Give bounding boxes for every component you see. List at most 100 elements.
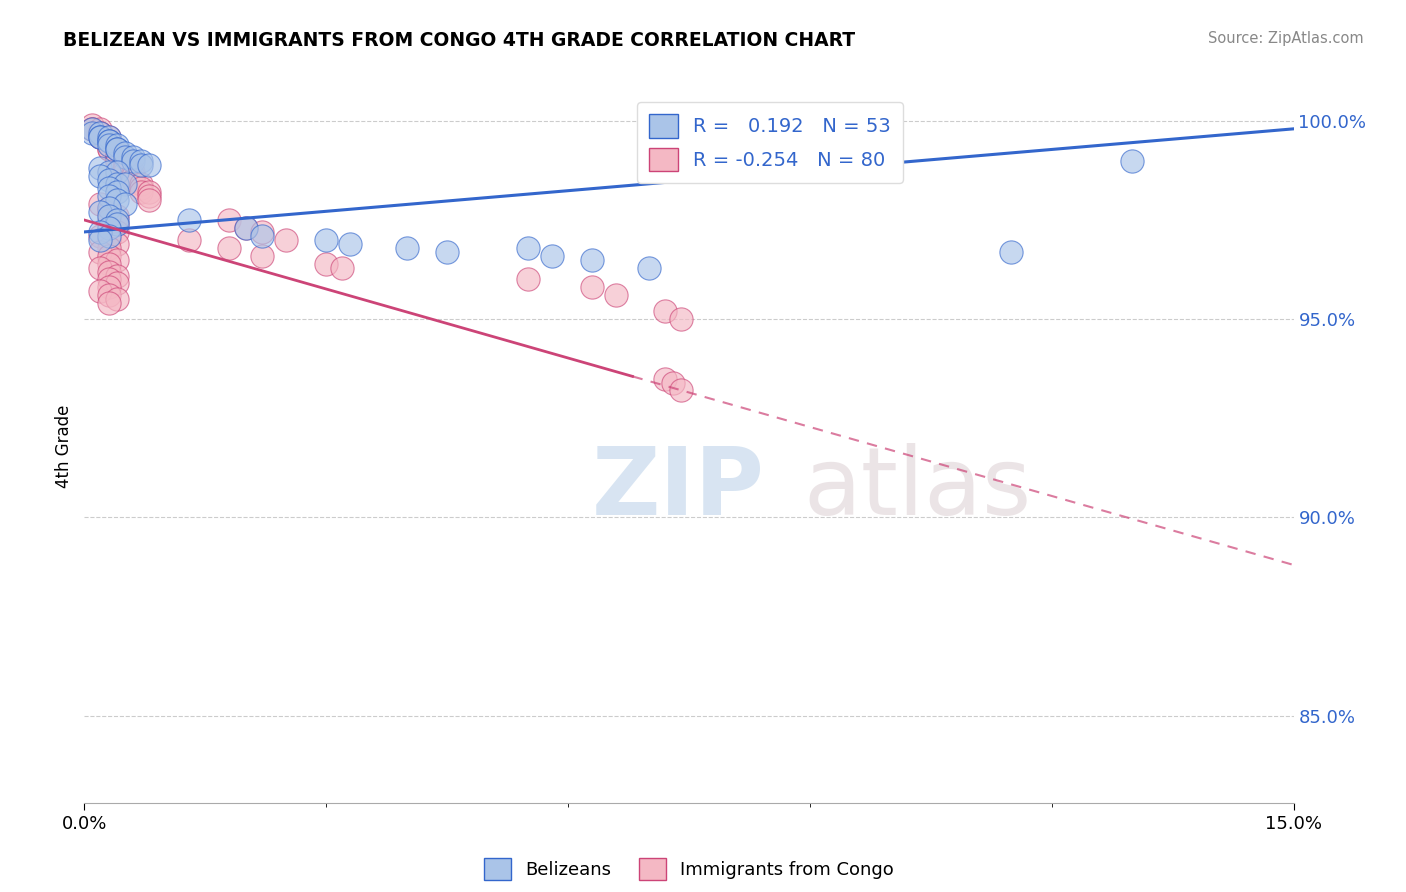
Text: BELIZEAN VS IMMIGRANTS FROM CONGO 4TH GRADE CORRELATION CHART: BELIZEAN VS IMMIGRANTS FROM CONGO 4TH GR…	[63, 31, 855, 50]
Point	[218, 241, 240, 255]
Point	[89, 225, 111, 239]
Point	[89, 129, 111, 144]
Point	[339, 236, 361, 251]
Point	[114, 165, 136, 179]
Point	[105, 178, 128, 192]
Point	[105, 252, 128, 267]
Point	[105, 153, 128, 168]
Point	[129, 178, 152, 192]
Point	[105, 153, 128, 168]
Point	[129, 153, 152, 168]
Point	[89, 169, 111, 184]
Point	[541, 249, 564, 263]
Point	[235, 221, 257, 235]
Point	[97, 241, 120, 255]
Point	[138, 189, 160, 203]
Point	[97, 209, 120, 223]
Point	[97, 165, 120, 179]
Point	[315, 257, 337, 271]
Point	[97, 129, 120, 144]
Point	[105, 268, 128, 283]
Point	[97, 201, 120, 215]
Point	[218, 213, 240, 227]
Point	[97, 249, 120, 263]
Y-axis label: 4th Grade: 4th Grade	[55, 404, 73, 488]
Point	[516, 241, 538, 255]
Point	[97, 280, 120, 294]
Point	[581, 252, 603, 267]
Point	[97, 134, 120, 148]
Point	[330, 260, 353, 275]
Point	[114, 157, 136, 171]
Point	[114, 178, 136, 192]
Point	[97, 205, 120, 219]
Point	[121, 173, 143, 187]
Point	[89, 126, 111, 140]
Point	[105, 217, 128, 231]
Point	[121, 165, 143, 179]
Point	[89, 228, 111, 243]
Legend: Belizeans, Immigrants from Congo: Belizeans, Immigrants from Congo	[477, 851, 901, 888]
Point	[129, 186, 152, 200]
Point	[97, 264, 120, 278]
Point	[105, 150, 128, 164]
Point	[121, 169, 143, 184]
Point	[250, 228, 273, 243]
Point	[179, 233, 201, 247]
Point	[97, 189, 120, 203]
Point	[105, 186, 128, 200]
Text: ZIP: ZIP	[592, 442, 765, 535]
Point	[97, 137, 120, 152]
Point	[114, 150, 136, 164]
Point	[89, 260, 111, 275]
Point	[97, 129, 120, 144]
Point	[97, 221, 120, 235]
Point	[138, 157, 160, 171]
Point	[82, 121, 104, 136]
Point	[97, 181, 120, 195]
Point	[662, 376, 685, 390]
Point	[105, 150, 128, 164]
Point	[114, 197, 136, 211]
Point	[105, 293, 128, 307]
Point	[97, 213, 120, 227]
Point	[121, 153, 143, 168]
Point	[114, 161, 136, 176]
Point	[97, 137, 120, 152]
Point	[105, 142, 128, 156]
Point	[105, 145, 128, 160]
Point	[121, 169, 143, 184]
Point	[105, 209, 128, 223]
Point	[516, 272, 538, 286]
Point	[121, 173, 143, 187]
Point	[105, 236, 128, 251]
Point	[121, 150, 143, 164]
Point	[1000, 244, 1022, 259]
Point	[89, 129, 111, 144]
Point	[105, 145, 128, 160]
Point	[235, 221, 257, 235]
Point	[89, 126, 111, 140]
Point	[89, 129, 111, 144]
Point	[105, 142, 128, 156]
Point	[436, 244, 458, 259]
Point	[654, 304, 676, 318]
Point	[581, 280, 603, 294]
Point	[315, 233, 337, 247]
Point	[274, 233, 297, 247]
Point	[89, 126, 111, 140]
Point	[114, 161, 136, 176]
Point	[97, 228, 120, 243]
Point	[114, 157, 136, 171]
Point	[605, 288, 627, 302]
Point	[105, 217, 128, 231]
Point	[97, 134, 120, 148]
Point	[1121, 153, 1143, 168]
Point	[105, 213, 128, 227]
Point	[89, 121, 111, 136]
Point	[250, 249, 273, 263]
Point	[82, 126, 104, 140]
Point	[105, 193, 128, 207]
Text: Source: ZipAtlas.com: Source: ZipAtlas.com	[1208, 31, 1364, 46]
Point	[89, 129, 111, 144]
